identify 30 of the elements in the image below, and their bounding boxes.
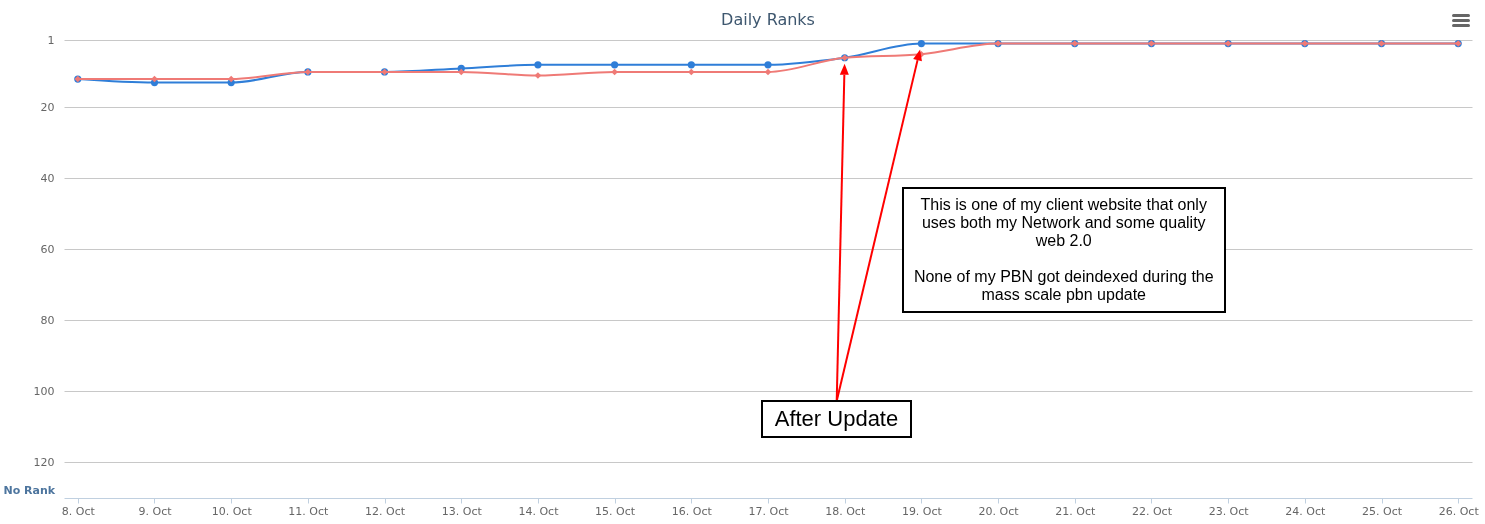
- y-tick-label: 1: [47, 33, 55, 47]
- x-tick-label: 24. Oct: [1285, 504, 1327, 518]
- x-tick-label: 18. Oct: [825, 504, 866, 518]
- annotation: After Update: [760, 399, 913, 438]
- x-tick-label: 23. Oct: [1208, 504, 1250, 518]
- x-tick-label: 16. Oct: [671, 504, 713, 518]
- y-tick-label: 100: [33, 384, 55, 398]
- x-tick-label: 10. Oct: [211, 504, 253, 518]
- x-tick-label: 22. Oct: [1131, 504, 1173, 518]
- x-tick-label: 19. Oct: [901, 504, 943, 518]
- x-tick-label: 26. Oct: [1438, 504, 1480, 518]
- x-tick-label: 13. Oct: [441, 504, 483, 518]
- x-tick-label: 15. Oct: [595, 504, 636, 518]
- y-axis-title: No Rank: [3, 483, 56, 497]
- y-tick-label: 60: [40, 242, 55, 256]
- x-tick-label: 8. Oct: [61, 504, 96, 518]
- x-tick-label: 21. Oct: [1055, 504, 1096, 518]
- x-tick-label: 9. Oct: [138, 504, 173, 518]
- x-tick-label: 20. Oct: [978, 504, 1020, 518]
- y-tick-label: 40: [40, 171, 55, 185]
- x-tick-label: 25. Oct: [1362, 504, 1403, 518]
- x-tick-label: 12. Oct: [365, 504, 406, 518]
- chart-title: Daily Ranks: [721, 9, 815, 29]
- x-tick-label: 14. Oct: [518, 504, 560, 518]
- y-tick-label: 20: [40, 100, 55, 114]
- x-tick-label: 17. Oct: [748, 504, 790, 518]
- annotation: This is one of my client website that only uses both my Network and some quality web 2.0 None of my PBN got deindexed during the mass scale pbn update: [901, 187, 1226, 314]
- y-tick-label: 120: [33, 456, 55, 469]
- y-tick-label: 80: [40, 313, 55, 327]
- x-tick-label: 11. Oct: [288, 504, 330, 518]
